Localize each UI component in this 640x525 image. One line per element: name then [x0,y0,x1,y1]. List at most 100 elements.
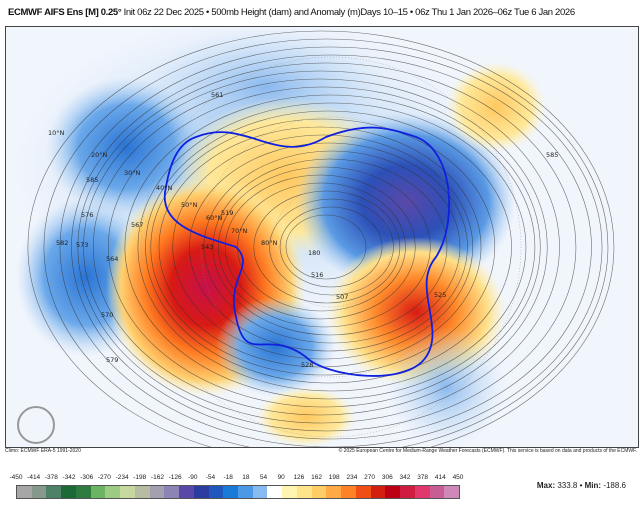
colorbar-label: 450 [452,474,464,481]
colorbar-swatch [164,486,180,498]
colorbar-swatch [385,486,401,498]
min-value: -188.6 [603,481,626,490]
colorbar-label: -450 [9,474,23,481]
colorbar-label: 162 [311,474,322,481]
model-name: ECMWF AIFS Ens [M] 0.25° [8,7,122,18]
colorbar [16,485,460,499]
map-title: ECMWF AIFS Ens [M] 0.25° Init 06z 22 Dec… [8,7,636,18]
colorbar-label: -414 [27,474,41,481]
colorbar-label: 306 [381,474,393,481]
colorbar-swatch [296,486,312,498]
colorbar-swatch [17,486,32,498]
colorbar-swatch [90,486,106,498]
colorbar-label: 234 [346,474,358,481]
latitude-label: 40°N [156,184,173,192]
height-contour [218,166,431,328]
height-contour [92,78,548,416]
latitude-label: 30°N [124,169,141,177]
latitude-label: 10°N [48,129,65,137]
colorbar-swatch [341,486,356,498]
height-contour [59,46,603,447]
colorbar-swatch [61,486,76,498]
colorbar-label: 414 [434,474,446,481]
colorbar-swatch [400,486,415,498]
contour-label: 567 [131,221,143,229]
climo-note: Climo: ECMWF ERA-5 1991-2020 [5,448,81,454]
height-contour [83,70,560,424]
height-contour [189,142,468,352]
height-contour [150,118,496,376]
colorbar-swatch [252,486,268,498]
colorbar-swatch [193,486,209,498]
contour-label: 573 [76,241,88,249]
colorbar-label: -306 [80,474,94,481]
latitude-label: 50°N [181,201,198,209]
contour-label: 579 [106,356,118,364]
colorbar-swatch [414,486,430,498]
height-contours [27,30,615,447]
colorbar-swatch [134,486,150,498]
colorbar-label: -234 [115,474,129,481]
height-contour [43,38,609,447]
colorbar-swatch [46,486,62,498]
contour-label: 519 [221,209,233,217]
height-contour [107,86,541,408]
colorbar-label: 18 [242,474,250,481]
colorbar-swatch [223,486,239,498]
contour-label: 528 [301,361,313,369]
colorbar-swatch [311,486,327,498]
contour-label: 570 [101,311,113,319]
contour-label: 507 [336,293,348,301]
latitude-label: 20°N [91,151,108,159]
anomaly-shading [16,27,546,447]
colorbar-labels: -450 -414 -378 -342 -306 -270 -234 -198 -162 -126… [9,474,464,484]
colorbar-swatch [238,486,253,498]
contour-label: 585 [86,176,98,184]
copyright-note: © 2025 European Centre for Medium-Range … [338,448,637,454]
colorbar-swatch [370,486,386,498]
colorbar-swatch [429,486,445,498]
colorbar-swatch [267,486,283,498]
colorbar-label: 198 [328,474,340,481]
colorbar-swatch [444,486,460,498]
colorbar-label: 342 [399,474,411,481]
colorbar-swatch [31,486,47,498]
height-contour [285,214,367,280]
height-contour [71,54,592,440]
contour-label: 582 [56,239,68,247]
height-contour [158,126,482,368]
title-details: Init 06z 22 Dec 2025 • 500mb Height (dam… [121,7,576,18]
colorbar-swatch [355,486,371,498]
height-contour [269,198,394,296]
weatherbell-logo [17,406,55,444]
colorbar-swatch [149,486,165,498]
colorbar-swatch [326,486,342,498]
height-contour [203,150,461,344]
height-contour [279,206,383,288]
colorbar-label: -54 [205,474,216,481]
colorbar-swatch [105,486,121,498]
colorbar-label: 54 [259,474,268,481]
latitude-label: 60°N [206,214,223,222]
height-contour [172,134,474,360]
height-contour [27,30,615,447]
graticule [140,56,522,438]
height-contour [77,62,577,432]
height-contour [124,94,536,400]
contour-label: 516 [311,271,323,279]
contour-label: 561 [211,91,223,99]
colorbar-label: -18 [223,474,233,481]
contour-label: 576 [81,211,93,219]
latitude-label: 70°N [231,227,248,235]
hemisphere-map: 10°N 20°N 30°N 40°N 50°N 60°N 70°N 80°N 180 543 51… [5,26,639,448]
contour-label: 564 [106,255,118,263]
height-contour [237,182,406,312]
colorbar-label: -90 [188,474,198,481]
colorbar-label: 270 [364,474,376,481]
colorbar-label: -378 [44,474,58,481]
latitude-label: 80°N [261,239,278,247]
height-contour [145,110,512,384]
height-contour [224,174,416,320]
colorbar-swatch [282,486,297,498]
